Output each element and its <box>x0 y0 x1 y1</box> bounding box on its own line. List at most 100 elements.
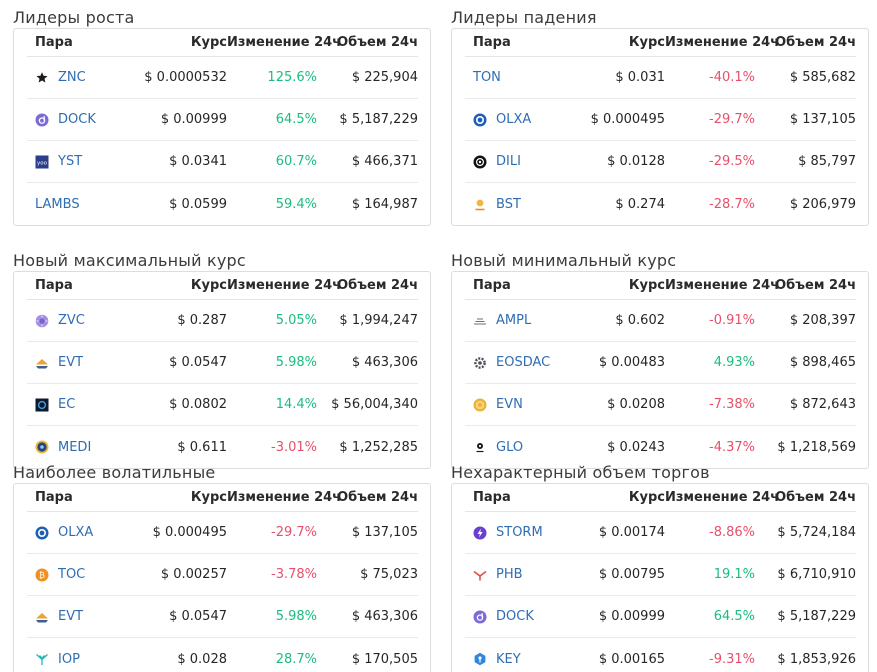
pair-link[interactable]: EC <box>58 397 76 412</box>
pair-cell[interactable]: TON <box>465 70 565 85</box>
table-row[interactable]: EVT $ 0.0547 5.98% $ 463,306 <box>27 596 418 638</box>
table-row[interactable]: GLO $ 0.0243 -4.37% $ 1,218,569 <box>465 426 856 468</box>
table-row[interactable]: ZVC $ 0.287 5.05% $ 1,994,247 <box>27 300 418 342</box>
table-row[interactable]: MEDI $ 0.611 -3.01% $ 1,252,285 <box>27 426 418 468</box>
pair-link[interactable]: PHB <box>496 567 523 582</box>
pair-cell[interactable]: AMPL <box>465 313 565 328</box>
header-price[interactable]: Курс <box>190 490 227 505</box>
pair-link[interactable]: OLXA <box>58 525 94 540</box>
pair-cell[interactable]: STORM <box>465 525 565 540</box>
table-row[interactable]: DOCK $ 0.00999 64.5% $ 5,187,229 <box>465 596 856 638</box>
pair-cell[interactable]: BST <box>465 197 565 212</box>
table-row[interactable]: TON $ 0.031 -40.1% $ 585,682 <box>465 57 856 99</box>
pair-cell[interactable]: DOCK <box>27 112 127 127</box>
pair-link[interactable]: EVT <box>58 355 84 370</box>
table-row[interactable]: STORM $ 0.00174 -8.86% $ 5,724,184 <box>465 512 856 554</box>
table-row[interactable]: IOP $ 0.028 28.7% $ 170,505 <box>27 638 418 672</box>
header-volume[interactable]: Объем 24ч <box>775 490 856 505</box>
header-pair[interactable]: Пара <box>473 35 511 50</box>
table-row[interactable]: DILI $ 0.0128 -29.5% $ 85,797 <box>465 141 856 183</box>
table-row[interactable]: EVT $ 0.0547 5.98% $ 463,306 <box>27 342 418 384</box>
pair-cell[interactable]: OLXA <box>27 525 127 540</box>
header-change[interactable]: Изменение 24ч <box>665 490 780 505</box>
pair-cell[interactable]: DOCK <box>465 609 565 624</box>
market-section: Наиболее волатильные Пара Курс Изменение… <box>13 455 431 672</box>
pair-link[interactable]: OLXA <box>496 112 532 127</box>
header-pair[interactable]: Пара <box>35 35 73 50</box>
pair-link[interactable]: IOP <box>58 651 80 667</box>
pair-cell[interactable]: EVT <box>27 355 127 370</box>
pair-cell[interactable]: IOP <box>27 652 127 667</box>
header-pair[interactable]: Пара <box>473 278 511 293</box>
pair-cell[interactable]: EVT <box>27 609 127 624</box>
pair-link[interactable]: EVN <box>496 397 523 412</box>
pair-cell[interactable]: OLXA <box>465 112 565 127</box>
pair-cell[interactable]: EVN <box>465 397 565 412</box>
medi-icon <box>35 440 49 454</box>
header-volume[interactable]: Объем 24ч <box>337 278 418 293</box>
pair-link[interactable]: STORM <box>496 525 543 540</box>
table-row[interactable]: yoo YST $ 0.0341 60.7% $ 466,371 <box>27 141 418 183</box>
header-pair[interactable]: Пара <box>473 490 511 505</box>
table-row[interactable]: ₿ TOC $ 0.00257 -3.78% $ 75,023 <box>27 554 418 596</box>
header-change[interactable]: Изменение 24ч <box>227 278 342 293</box>
header-change[interactable]: Изменение 24ч <box>665 278 780 293</box>
pair-link[interactable]: BST <box>496 196 521 212</box>
table-row[interactable]: LAMBS $ 0.0599 59.4% $ 164,987 <box>27 183 418 225</box>
pair-link[interactable]: DOCK <box>58 112 96 127</box>
header-change[interactable]: Изменение 24ч <box>665 35 780 50</box>
header-change[interactable]: Изменение 24ч <box>227 35 342 50</box>
table-row[interactable]: EOSDAC $ 0.00483 4.93% $ 898,465 <box>465 342 856 384</box>
pair-cell[interactable]: MEDI <box>27 440 127 455</box>
table-row[interactable]: BST $ 0.274 -28.7% $ 206,979 <box>465 183 856 225</box>
pair-link[interactable]: YST <box>58 154 83 169</box>
pair-cell[interactable]: ₿ TOC <box>27 567 127 582</box>
header-volume[interactable]: Объем 24ч <box>775 35 856 50</box>
header-price[interactable]: Курс <box>190 278 227 293</box>
header-price[interactable]: Курс <box>628 35 665 50</box>
table-row[interactable]: AMPL $ 0.602 -0.91% $ 208,397 <box>465 300 856 342</box>
header-pair[interactable]: Пара <box>35 490 73 505</box>
pair-cell[interactable]: PHB <box>465 567 565 582</box>
pair-cell[interactable]: DILI <box>465 154 565 169</box>
pair-link[interactable]: EOSDAC <box>496 355 551 370</box>
table-row[interactable]: OLXA $ 0.000495 -29.7% $ 137,105 <box>465 99 856 141</box>
pair-link[interactable]: KEY <box>496 651 521 667</box>
header-pair[interactable]: Пара <box>35 278 73 293</box>
pair-link[interactable]: EVT <box>58 609 84 624</box>
pair-cell[interactable]: GLO <box>465 440 565 455</box>
table-row[interactable]: EVN $ 0.0208 -7.38% $ 872,643 <box>465 384 856 426</box>
table-row[interactable]: EC $ 0.0802 14.4% $ 56,004,340 <box>27 384 418 426</box>
pair-link[interactable]: MEDI <box>58 439 92 455</box>
header-price[interactable]: Курс <box>190 35 227 50</box>
header-volume[interactable]: Объем 24ч <box>775 278 856 293</box>
pair-link[interactable]: ZNC <box>58 70 86 85</box>
pair-link[interactable]: ZVC <box>58 313 85 328</box>
header-volume[interactable]: Объем 24ч <box>337 490 418 505</box>
volume-cell: $ 463,306 <box>351 609 418 624</box>
pair-cell[interactable]: yoo YST <box>27 154 127 169</box>
pair-link[interactable]: GLO <box>496 439 524 455</box>
pair-cell[interactable]: LAMBS <box>27 197 127 212</box>
table-row[interactable]: DOCK $ 0.00999 64.5% $ 5,187,229 <box>27 99 418 141</box>
pair-link[interactable]: DILI <box>496 154 521 169</box>
pair-cell[interactable]: KEY <box>465 652 565 667</box>
price-cell: $ 0.0547 <box>169 355 227 370</box>
table-row[interactable]: KEY $ 0.00165 -9.31% $ 1,853,926 <box>465 638 856 672</box>
header-volume[interactable]: Объем 24ч <box>337 35 418 50</box>
pair-cell[interactable]: EC <box>27 397 127 412</box>
pair-cell[interactable]: EOSDAC <box>465 355 565 370</box>
pair-link[interactable]: AMPL <box>496 313 532 328</box>
pair-link[interactable]: DOCK <box>496 609 534 624</box>
table-row[interactable]: PHB $ 0.00795 19.1% $ 6,710,910 <box>465 554 856 596</box>
header-price[interactable]: Курс <box>628 490 665 505</box>
table-row[interactable]: OLXA $ 0.000495 -29.7% $ 137,105 <box>27 512 418 554</box>
header-price[interactable]: Курс <box>628 278 665 293</box>
header-change[interactable]: Изменение 24ч <box>227 490 342 505</box>
pair-link[interactable]: TON <box>473 70 501 85</box>
pair-link[interactable]: TOC <box>58 567 86 582</box>
pair-link[interactable]: LAMBS <box>35 196 80 212</box>
pair-cell[interactable]: ZNC <box>27 70 127 85</box>
pair-cell[interactable]: ZVC <box>27 313 127 328</box>
table-row[interactable]: ZNC $ 0.0000532 125.6% $ 225,904 <box>27 57 418 99</box>
